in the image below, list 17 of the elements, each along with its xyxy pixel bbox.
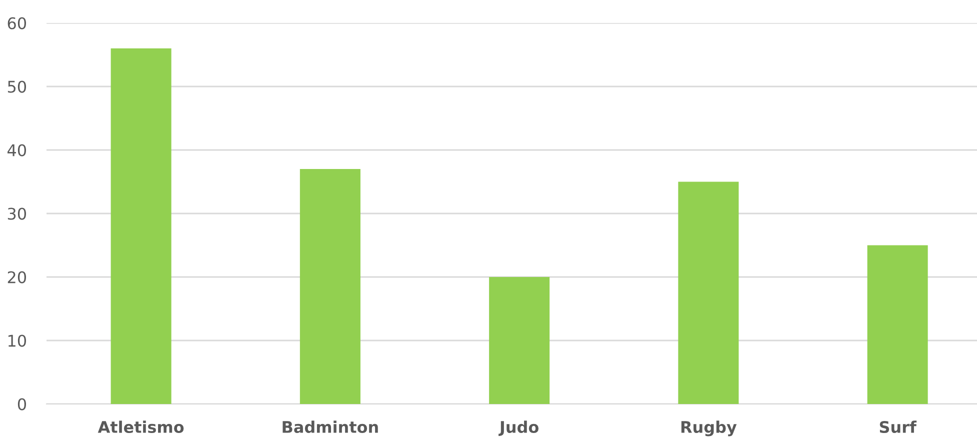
y-tick-label: 10 [8,334,26,347]
bar [489,277,550,404]
y-tick-label: 50 [8,80,26,93]
bar [867,245,928,404]
y-tick-label: 60 [8,17,26,30]
bar [110,48,172,404]
x-tick-label: Atletismo [98,420,184,434]
bar [678,182,739,404]
x-tick-label: Badminton [282,420,378,434]
bar [300,169,360,404]
x-tick-label: Rugby [681,420,737,436]
y-tick-label: 20 [8,271,26,284]
x-tick-label: Surf [880,420,917,434]
y-tick-label: 30 [8,208,26,220]
y-tick-label: 40 [8,144,26,156]
x-tick-label: Judo [498,420,538,436]
y-tick-label: 0 [18,398,26,410]
